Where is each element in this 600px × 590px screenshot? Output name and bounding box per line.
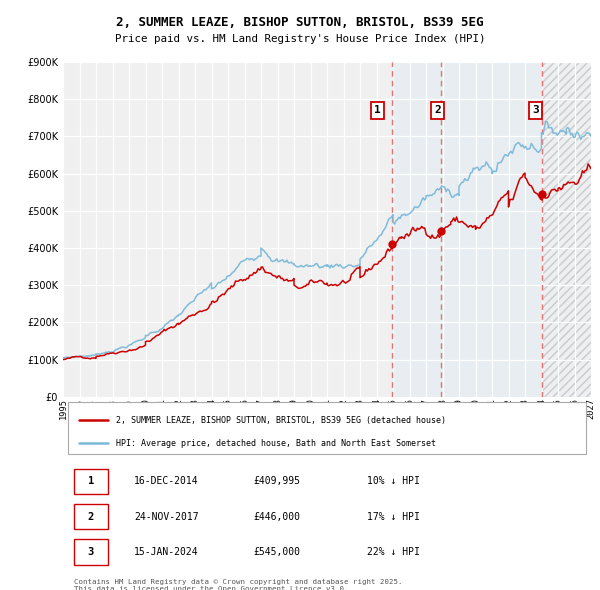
FancyBboxPatch shape bbox=[74, 468, 108, 494]
Text: 2: 2 bbox=[88, 512, 94, 522]
Text: £409,995: £409,995 bbox=[253, 476, 300, 486]
Bar bbox=[392, 62, 542, 396]
Text: 1: 1 bbox=[88, 476, 94, 486]
Text: 15-JAN-2024: 15-JAN-2024 bbox=[134, 547, 199, 557]
Text: 3: 3 bbox=[532, 106, 539, 116]
Text: 2, SUMMER LEAZE, BISHOP SUTTON, BRISTOL, BS39 5EG: 2, SUMMER LEAZE, BISHOP SUTTON, BRISTOL,… bbox=[116, 16, 484, 29]
Text: 16-DEC-2014: 16-DEC-2014 bbox=[134, 476, 199, 486]
Text: 1: 1 bbox=[374, 106, 380, 116]
Text: £446,000: £446,000 bbox=[253, 512, 300, 522]
Text: 3: 3 bbox=[88, 547, 94, 557]
FancyBboxPatch shape bbox=[68, 402, 586, 454]
Text: £545,000: £545,000 bbox=[253, 547, 300, 557]
Text: 2: 2 bbox=[434, 106, 441, 116]
Text: Contains HM Land Registry data © Crown copyright and database right 2025.
This d: Contains HM Land Registry data © Crown c… bbox=[74, 579, 402, 590]
Text: 17% ↓ HPI: 17% ↓ HPI bbox=[367, 512, 419, 522]
Text: 22% ↓ HPI: 22% ↓ HPI bbox=[367, 547, 419, 557]
Text: 10% ↓ HPI: 10% ↓ HPI bbox=[367, 476, 419, 486]
Text: 2, SUMMER LEAZE, BISHOP SUTTON, BRISTOL, BS39 5EG (detached house): 2, SUMMER LEAZE, BISHOP SUTTON, BRISTOL,… bbox=[116, 416, 446, 425]
Text: Price paid vs. HM Land Registry's House Price Index (HPI): Price paid vs. HM Land Registry's House … bbox=[115, 34, 485, 44]
Bar bbox=[542, 62, 591, 396]
Bar bbox=[542, 62, 591, 396]
Text: 24-NOV-2017: 24-NOV-2017 bbox=[134, 512, 199, 522]
FancyBboxPatch shape bbox=[74, 539, 108, 565]
Text: HPI: Average price, detached house, Bath and North East Somerset: HPI: Average price, detached house, Bath… bbox=[116, 439, 436, 448]
FancyBboxPatch shape bbox=[74, 504, 108, 529]
